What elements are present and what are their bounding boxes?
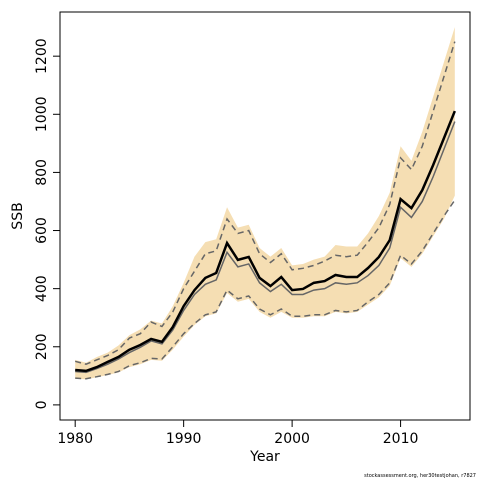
x-axis-label: Year [249, 449, 280, 465]
footnote: stockassessment.org, her30testjohan, r78… [364, 473, 476, 479]
y-tick-label: 1000 [34, 96, 50, 132]
x-tick-label: 2000 [274, 431, 310, 447]
x-tick-label: 2010 [383, 431, 419, 447]
x-tick-label: 1980 [57, 431, 93, 447]
series-line [75, 199, 456, 380]
y-tick-label: 1200 [34, 38, 50, 74]
plot-frame [59, 11, 471, 421]
y-tick-label: 400 [34, 275, 50, 302]
y-tick-label: 200 [34, 333, 50, 360]
confidence-band [75, 27, 455, 380]
y-axis-label: SSB [10, 202, 26, 229]
series-line [75, 110, 456, 373]
series-line [75, 121, 456, 374]
series-line [74, 41, 456, 365]
y-tick-label: 0 [34, 400, 50, 409]
y-tick-label: 600 [34, 217, 50, 244]
y-tick-label: 800 [34, 159, 50, 186]
x-tick-label: 1990 [166, 431, 202, 447]
